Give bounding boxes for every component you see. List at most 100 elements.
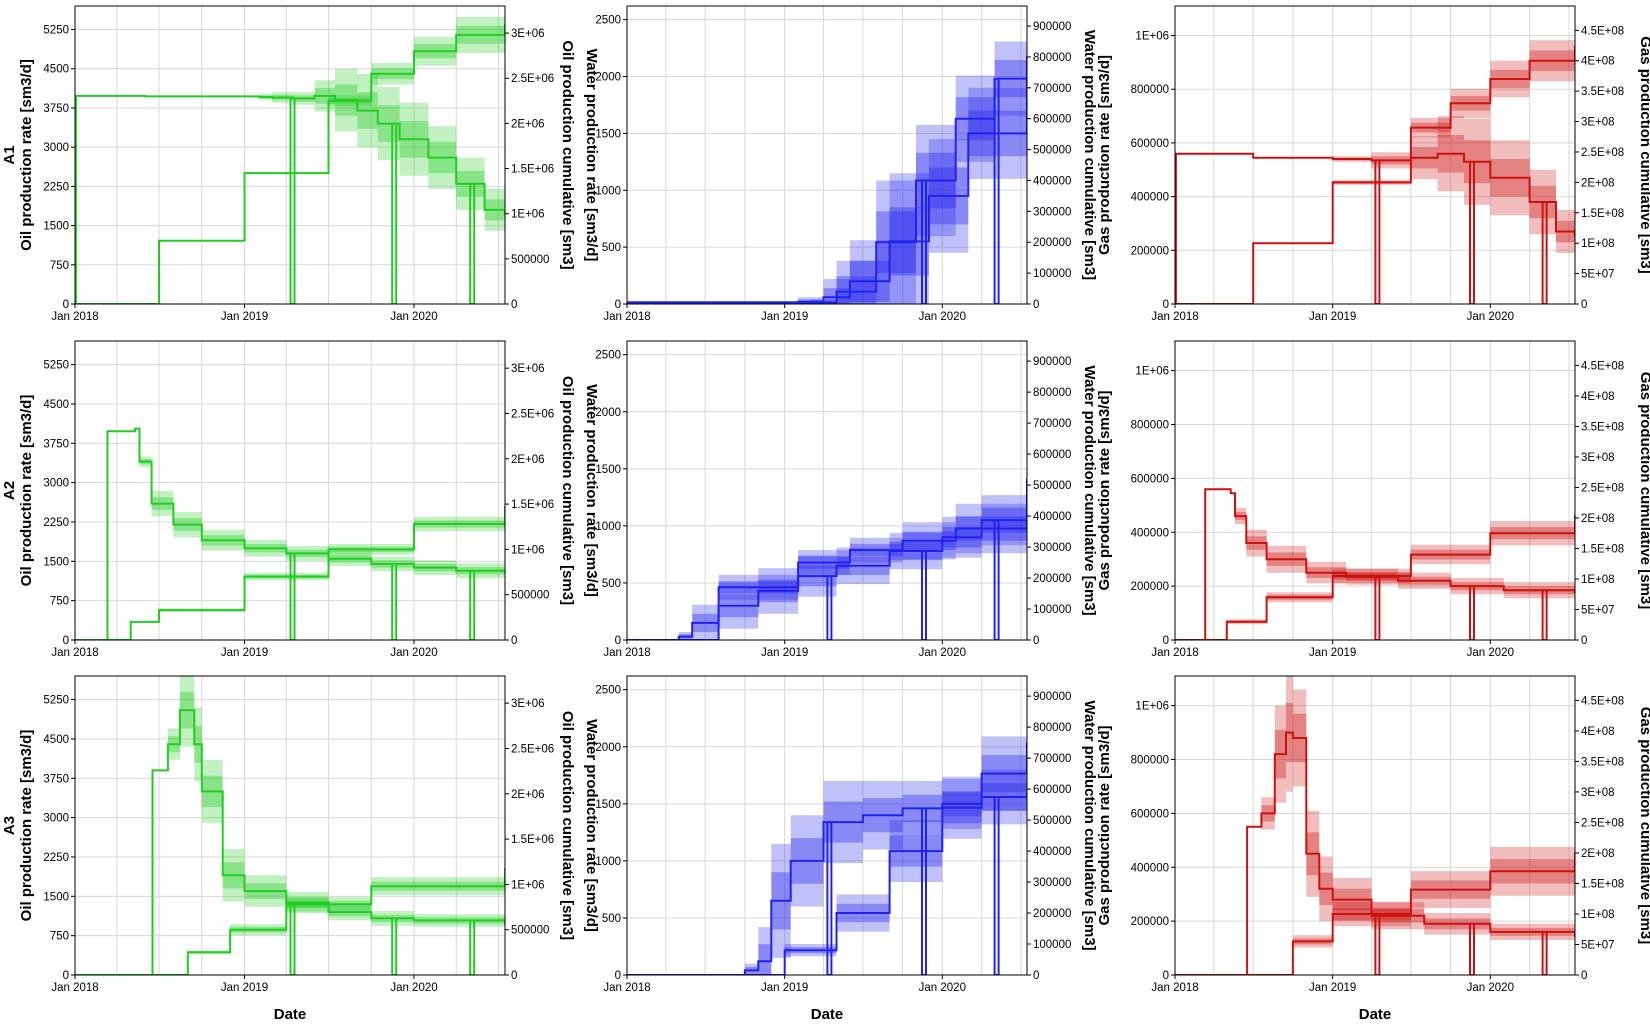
series-shutin-a1-gas (1469, 161, 1475, 304)
right-axis-label: Gas production cumulative [sm3] (1637, 372, 1650, 610)
left-tick-label: 0 (615, 299, 621, 311)
x-tick-label: Jan 2019 (1309, 311, 1356, 323)
row-label: A2 (1, 481, 18, 500)
right-axis-label-secondary: Gas production rate [sm3/d] (1096, 390, 1113, 590)
left-tick-label: 2250 (43, 517, 69, 529)
x-tick-label: Jan 2019 (1309, 982, 1356, 994)
series-band-a1-oil-right-1 (75, 14, 505, 304)
left-tick-label: 1500 (595, 799, 621, 811)
right-tick-label: 2E+06 (511, 118, 545, 130)
left-tick-label: 1E+06 (1135, 366, 1169, 378)
right-axis-label: Water production cumulative [sm3] (1081, 30, 1098, 280)
series-line-a3-water-left (627, 792, 1027, 975)
left-tick-label: 4500 (43, 64, 69, 76)
gridlines (1175, 6, 1575, 304)
x-tick-label: Jan 2018 (1151, 311, 1198, 323)
right-tick-label: 0 (1033, 635, 1039, 647)
right-tick-label: 0 (1033, 970, 1039, 982)
left-tick-label: 1E+06 (1135, 31, 1169, 43)
plot-frame (1174, 340, 1576, 641)
series-shutin-a3-water (826, 822, 833, 975)
left-tick-label: 2250 (43, 181, 69, 193)
series-band-a1-water-right-1 (627, 41, 1027, 304)
right-tick-label: 0 (511, 299, 517, 311)
right-tick-label: 200000 (1033, 573, 1071, 585)
x-tick-label: Jan 2020 (390, 647, 437, 659)
series-group (627, 21, 1027, 304)
left-tick-label: 800000 (1131, 84, 1169, 96)
series-line-a3-water-right (627, 742, 1027, 975)
x-tick-label: Jan 2018 (603, 311, 650, 323)
left-tick-label: 500 (602, 242, 621, 254)
series-group (75, 6, 505, 304)
right-tick-label: 1.5E+08 (1581, 543, 1624, 555)
right-tick-label: 1E+08 (1581, 574, 1615, 586)
right-tick-label: 2.5E+08 (1581, 817, 1624, 829)
left-tick-label: 4500 (43, 399, 69, 411)
x-tick-label: Jan 2019 (221, 311, 268, 323)
right-axis-label-secondary: Water production rate [sm3/d] (583, 384, 600, 597)
left-tick-label: 2000 (595, 72, 621, 84)
left-tick-label: 0 (1163, 299, 1169, 311)
x-tick-label: Jan 2020 (1467, 982, 1514, 994)
series-line-a1-gas-right (1175, 45, 1575, 304)
right-tick-label: 4.5E+08 (1581, 25, 1624, 37)
left-tick-label: 600000 (1131, 138, 1169, 150)
series-shutin-a3-oil (289, 902, 296, 975)
right-tick-label: 4.5E+08 (1581, 695, 1624, 707)
right-axis-label: Water production cumulative [sm3] (1081, 365, 1098, 615)
right-tick-label: 500000 (511, 590, 549, 602)
series-group (75, 427, 505, 640)
series-band-a2-water-left-0 (627, 467, 1027, 640)
panel-a3-oil: 0 750 1500 2250 3000 3750 4500 5250 0 500000 1E+06… (1, 675, 600, 1023)
plot-frame (626, 5, 1028, 305)
x-tick-label: Jan 2020 (390, 311, 437, 323)
right-tick-label: 1E+06 (511, 879, 545, 891)
right-tick-label: 500000 (1033, 815, 1071, 827)
right-axis-label-secondary: Water production rate [sm3/d] (583, 719, 600, 932)
x-tick-label: Jan 2019 (221, 647, 268, 659)
left-tick-label: 400000 (1131, 527, 1169, 539)
left-axis-label: Oil production rate [sm3/d] (18, 395, 35, 587)
right-tick-label: 3E+06 (511, 28, 545, 40)
x-tick-label: Jan 2019 (221, 982, 268, 994)
right-tick-label: 1E+08 (1581, 909, 1615, 921)
right-tick-label: 3.5E+08 (1581, 421, 1624, 433)
panel-a2-water: 0 500 1000 1500 2000 2500 0 100000 200000 300000 4… (595, 340, 1113, 659)
series-group (627, 699, 1027, 975)
right-tick-label: 0 (511, 970, 517, 982)
right-tick-label: 100000 (1033, 604, 1071, 616)
series-band-a2-gas-right-1 (1175, 507, 1575, 640)
x-tick-label: Jan 2018 (603, 982, 650, 994)
right-tick-label: 500000 (511, 254, 549, 266)
right-tick-label: 2E+08 (1581, 177, 1615, 189)
x-axis-title: Date (811, 1006, 844, 1023)
panel-a1-water: 0 500 1000 1500 2000 2500 0 100000 200000 300000 4… (595, 5, 1113, 323)
right-tick-label: 600000 (1033, 114, 1071, 126)
left-tick-label: 1500 (595, 128, 621, 140)
right-axis-label-secondary: Water production rate [sm3/d] (583, 49, 600, 262)
right-tick-label: 2.5E+06 (511, 408, 554, 420)
left-tick-label: 400000 (1131, 862, 1169, 874)
x-tick-label: Jan 2019 (1309, 647, 1356, 659)
series-shutin-a1-oil (469, 183, 476, 304)
right-tick-label: 500000 (511, 925, 549, 937)
gridlines (75, 676, 505, 975)
series-band-a1-gas-right-1 (1175, 34, 1575, 304)
right-tick-label: 1E+08 (1581, 238, 1615, 250)
left-tick-label: 5250 (43, 360, 69, 372)
right-tick-label: 800000 (1033, 722, 1071, 734)
series-shutin-a3-water (921, 808, 927, 975)
right-tick-label: 300000 (1033, 206, 1071, 218)
right-tick-label: 3.5E+08 (1581, 756, 1624, 768)
series-shutin-a1-water (993, 78, 1000, 304)
series-shutin-a2-oil (289, 553, 296, 640)
right-tick-label: 0 (1581, 970, 1587, 982)
left-tick-label: 3000 (43, 478, 69, 490)
right-tick-label: 900000 (1033, 356, 1071, 368)
left-tick-label: 1500 (43, 556, 69, 568)
x-tick-label: Jan 2018 (1151, 982, 1198, 994)
left-tick-label: 600000 (1131, 808, 1169, 820)
right-tick-label: 2.5E+06 (511, 743, 554, 755)
right-tick-label: 700000 (1033, 83, 1071, 95)
